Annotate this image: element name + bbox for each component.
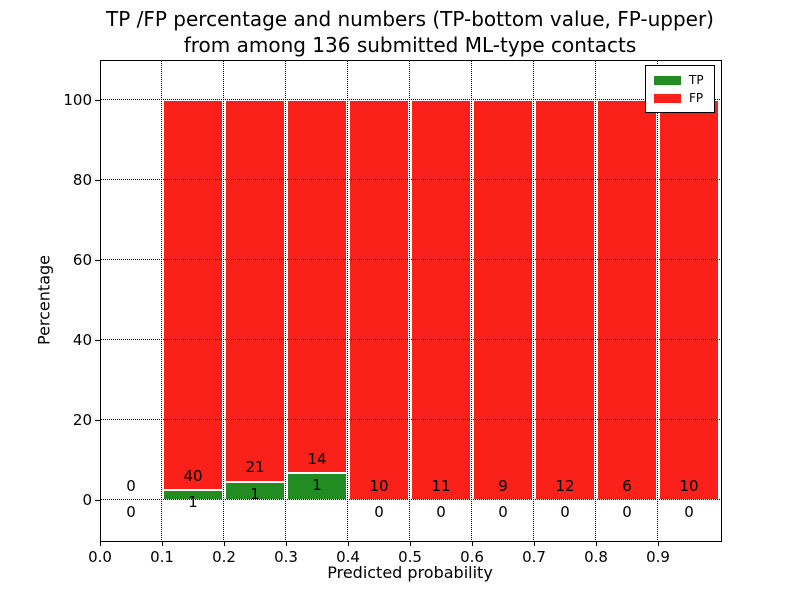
- x-tick-label: 0.5: [398, 548, 422, 566]
- tp-count-annotation: 0: [560, 503, 570, 521]
- x-tick-mark: [162, 541, 163, 546]
- fp-count-annotation: 12: [555, 476, 575, 495]
- x-gridline: [409, 60, 410, 540]
- x-tick-mark: [596, 541, 597, 546]
- tp-legend-swatch: [654, 75, 681, 85]
- y-tick-label: 80: [72, 171, 92, 189]
- fp-legend-label: FP: [689, 91, 704, 105]
- y-tick-label: 20: [72, 411, 92, 429]
- x-tick-label: 0.2: [212, 548, 236, 566]
- fp-bar-segment: [597, 100, 657, 500]
- x-tick-mark: [224, 541, 225, 546]
- tp-count-annotation: 0: [126, 503, 136, 521]
- x-gridline: [595, 60, 596, 540]
- fp-count-annotation: 10: [369, 476, 389, 495]
- x-tick-mark: [658, 541, 659, 546]
- y-tick-mark: [95, 100, 100, 101]
- tp-count-annotation: 0: [622, 503, 632, 521]
- legend: TP FP: [645, 65, 715, 113]
- y-tick-mark: [95, 500, 100, 501]
- chart-title: TP /FP percentage and numbers (TP-bottom…: [106, 7, 714, 58]
- x-gridline: [285, 60, 286, 540]
- fp-bar-segment: [659, 100, 719, 500]
- x-tick-mark: [286, 541, 287, 546]
- y-tick-label: 100: [63, 91, 92, 109]
- x-tick-mark: [534, 541, 535, 546]
- x-axis-label: Predicted probability: [327, 563, 493, 582]
- x-gridline: [657, 60, 658, 540]
- fp-bar-segment: [287, 100, 347, 474]
- fp-bar-segment: [349, 100, 409, 500]
- x-gridline: [533, 60, 534, 540]
- fp-bar-segment: [535, 100, 595, 500]
- x-tick-mark: [348, 541, 349, 546]
- fp-count-annotation: 0: [126, 476, 136, 495]
- y-tick-mark: [95, 340, 100, 341]
- y-tick-mark: [95, 260, 100, 261]
- x-tick-label: 0.3: [274, 548, 298, 566]
- fp-count-annotation: 40: [183, 466, 203, 485]
- x-tick-label: 0.0: [88, 548, 112, 566]
- tp-count-annotation: 1: [250, 484, 260, 503]
- legend-row-fp: FP: [654, 89, 714, 107]
- x-tick-mark: [472, 541, 473, 546]
- x-gridline: [223, 60, 224, 540]
- y-gridline: [100, 99, 720, 100]
- tp-count-annotation: 0: [498, 503, 508, 521]
- fp-count-annotation: 11: [431, 476, 451, 495]
- fp-count-annotation: 21: [245, 458, 265, 477]
- tp-count-annotation: 0: [374, 503, 384, 521]
- y-tick-label: 40: [72, 331, 92, 349]
- tp-count-annotation: 0: [436, 503, 446, 521]
- fp-count-annotation: 9: [498, 476, 508, 495]
- x-tick-label: 0.1: [150, 548, 174, 566]
- y-gridline: [100, 419, 720, 420]
- y-tick-mark: [95, 180, 100, 181]
- x-tick-label: 0.9: [646, 548, 670, 566]
- fp-count-annotation: 10: [679, 476, 699, 495]
- fp-bar-segment: [225, 100, 285, 482]
- x-tick-label: 0.7: [522, 548, 546, 566]
- y-gridline: [100, 259, 720, 260]
- x-tick-mark: [410, 541, 411, 546]
- fp-count-annotation: 6: [622, 476, 632, 495]
- y-tick-label: 0: [82, 491, 92, 509]
- x-gridline: [347, 60, 348, 540]
- y-gridline: [100, 179, 720, 180]
- x-gridline: [161, 60, 162, 540]
- tp-bar-segment: [287, 473, 347, 500]
- fp-bar-segment: [411, 100, 471, 500]
- fp-bar-segment: [473, 100, 533, 500]
- fp-legend-swatch: [654, 93, 681, 103]
- tp-count-annotation: 0: [684, 503, 694, 521]
- x-tick-label: 0.8: [584, 548, 608, 566]
- x-gridline: [471, 60, 472, 540]
- y-tick-label: 60: [72, 251, 92, 269]
- x-tick-mark: [100, 541, 101, 546]
- tp-count-annotation: 1: [312, 476, 322, 495]
- x-tick-label: 0.4: [336, 548, 360, 566]
- fp-count-annotation: 14: [307, 449, 327, 468]
- legend-row-tp: TP: [654, 71, 714, 89]
- x-tick-label: 0.6: [460, 548, 484, 566]
- y-gridline: [100, 499, 720, 500]
- y-gridline: [100, 339, 720, 340]
- tp-count-annotation: 1: [188, 493, 198, 512]
- tp-legend-label: TP: [689, 73, 704, 87]
- fp-bar-segment: [163, 100, 223, 491]
- y-tick-mark: [95, 420, 100, 421]
